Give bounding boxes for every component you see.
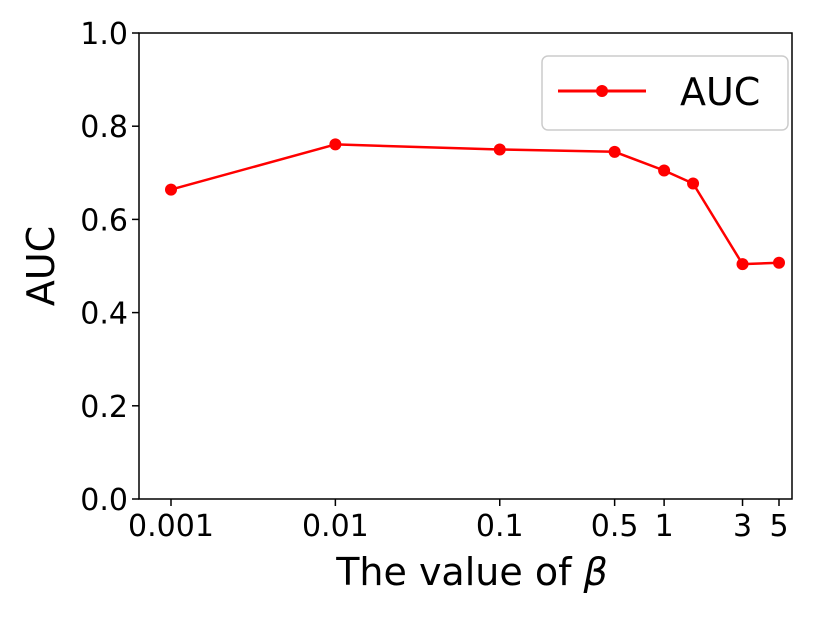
legend: AUC: [541, 55, 789, 131]
x-tick-label: 0.001: [128, 509, 214, 544]
data-point: [773, 256, 785, 269]
data-point: [687, 177, 700, 190]
legend-label: AUC: [680, 70, 760, 114]
y-tick-label: 0.6: [80, 203, 128, 238]
x-axis-label-text: The value of: [335, 550, 573, 594]
x-tick-label: 5: [769, 509, 788, 544]
plot-frame: [138, 32, 793, 500]
legend-frame: [541, 55, 789, 131]
data-point: [658, 164, 671, 177]
data-point: [493, 143, 506, 156]
x-tick-label: 3: [733, 509, 752, 544]
y-axis-label: AUC: [19, 226, 63, 306]
y-axis-ticks: 0.0 0.2 0.4 0.6 0.8 1.0: [80, 17, 139, 518]
x-tick-label: 0.1: [476, 509, 524, 544]
x-axis-ticks: 0.001 0.01 0.1 0.5 1 3 5: [128, 499, 789, 544]
x-tick-label: 0.01: [302, 509, 369, 544]
data-point: [608, 145, 621, 158]
x-tick-label: 1: [655, 509, 674, 544]
x-tick-label: 0.5: [591, 509, 639, 544]
legend-marker: [596, 85, 608, 97]
x-axis-label: The value of β: [335, 550, 608, 594]
data-point: [329, 138, 342, 151]
data-point: [165, 183, 177, 196]
plot-layer: [165, 138, 785, 271]
y-tick-label: 1.0: [80, 17, 128, 52]
x-axis-label-symbol: β: [583, 550, 608, 594]
y-tick-label: 0.0: [80, 483, 128, 518]
data-point: [736, 258, 749, 271]
y-tick-label: 0.2: [80, 390, 128, 425]
y-tick-label: 0.8: [80, 110, 128, 145]
y-tick-label: 0.4: [80, 297, 128, 332]
series-line: [170, 143, 780, 266]
